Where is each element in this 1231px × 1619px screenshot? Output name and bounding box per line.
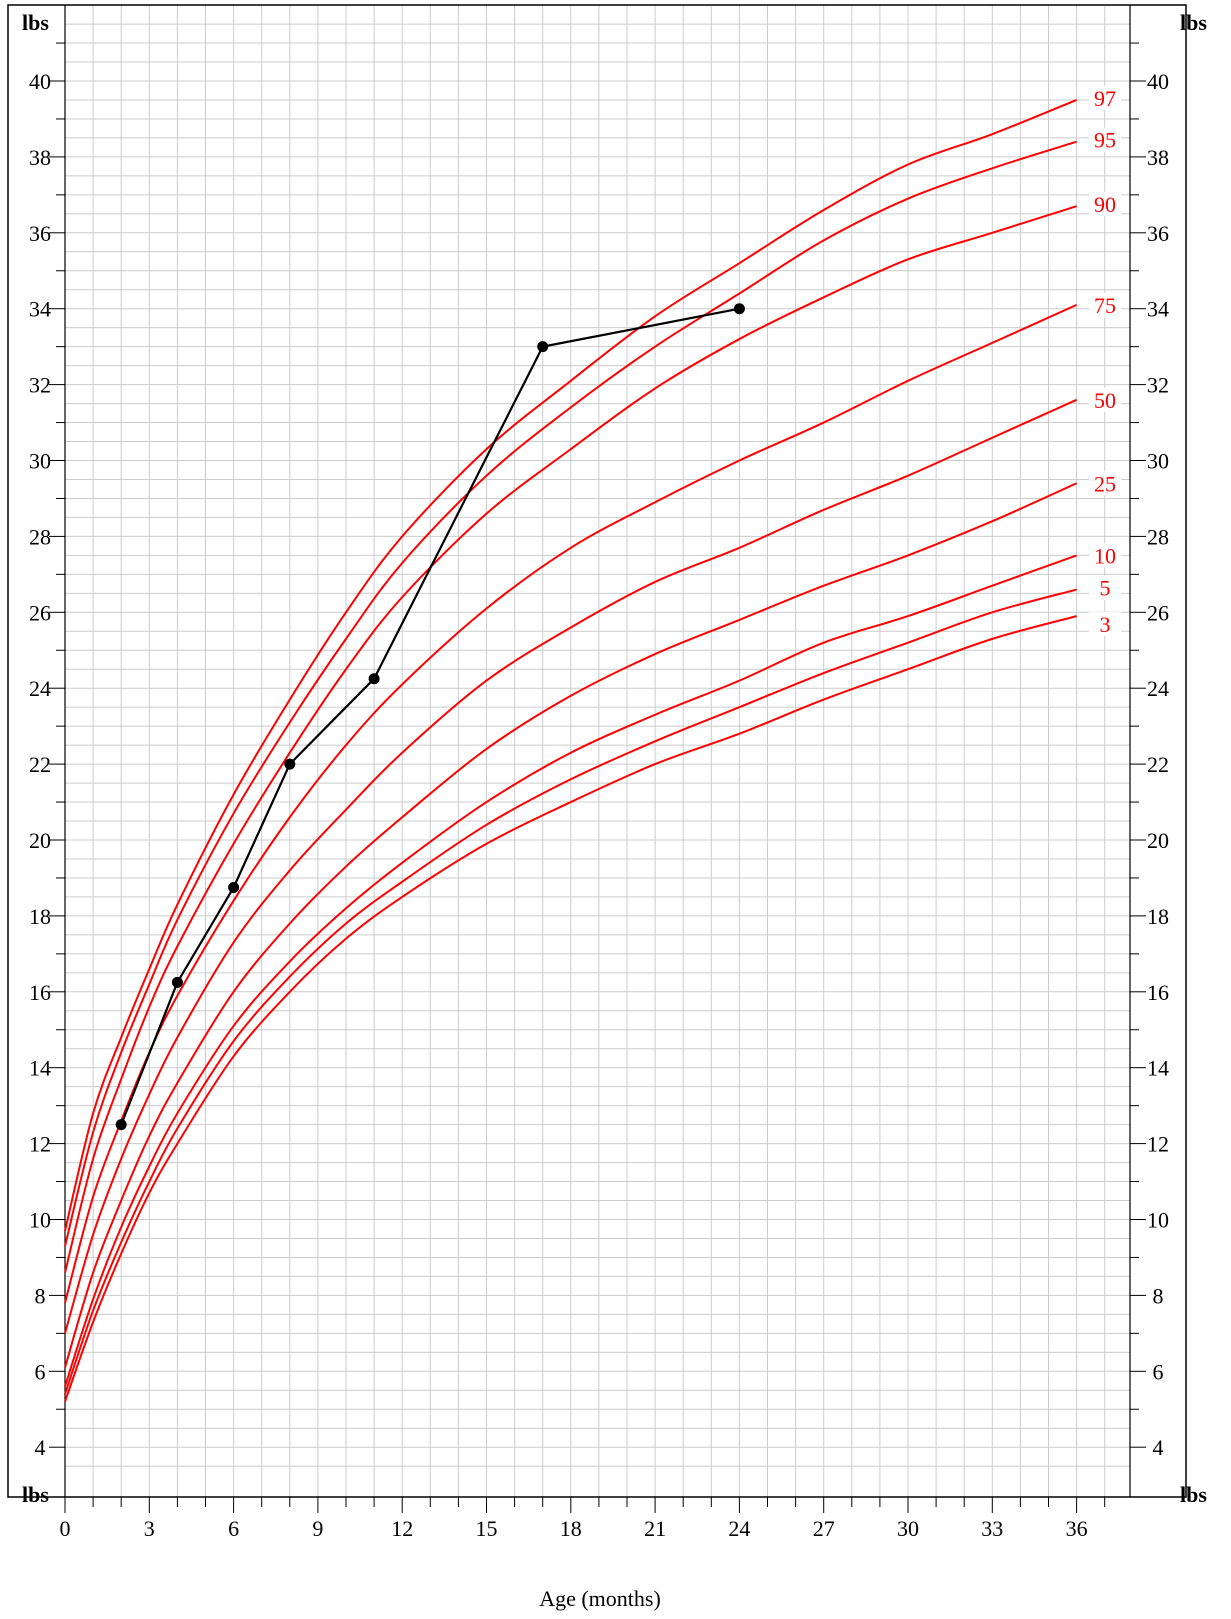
unit-label-top-right: lbs	[1180, 10, 1207, 35]
y-tick-label-left: 34	[29, 297, 51, 322]
axis-ticks	[49, 42, 1146, 1513]
y-tick-label-left: 36	[29, 221, 51, 246]
x-tick-label: 24	[728, 1516, 750, 1541]
y-tick-label-right: 16	[1147, 980, 1169, 1005]
child-data-point	[171, 976, 183, 988]
percentile-curve-25	[64, 482, 1078, 1368]
percentile-curve-90	[64, 205, 1077, 1273]
y-tick-label-left: 4	[35, 1435, 46, 1460]
percentile-label-bg-25	[1089, 471, 1121, 496]
y-tick-label-left: 8	[35, 1283, 46, 1308]
percentile-curve-50	[64, 398, 1078, 1334]
y-tick-label-right: 38	[1147, 145, 1169, 170]
y-tick-label-right: 14	[1147, 1056, 1169, 1081]
child-data-point	[733, 303, 745, 315]
y-tick-label-right: 36	[1147, 221, 1169, 246]
x-tick-label: 15	[476, 1516, 498, 1541]
x-tick-label: 3	[144, 1516, 155, 1541]
x-tick-label: 30	[897, 1516, 919, 1541]
y-tick-label-right: 6	[1153, 1359, 1164, 1384]
child-data-point	[228, 881, 240, 893]
percentile-label-95: 95	[1094, 128, 1116, 153]
unit-label-top-left: lbs	[22, 10, 49, 35]
y-tick-label-right: 26	[1147, 600, 1169, 625]
percentile-label-97: 97	[1094, 86, 1116, 111]
y-tick-label-right: 34	[1147, 297, 1169, 322]
percentile-label-25: 25	[1094, 471, 1116, 496]
x-axis-title: Age (months)	[539, 1586, 661, 1611]
y-tick-label-left: 38	[29, 145, 51, 170]
y-tick-label-right: 22	[1147, 752, 1169, 777]
y-tick-label-left: 28	[29, 524, 51, 549]
x-tick-label: 0	[60, 1516, 71, 1541]
percentile-label-bg-97	[1089, 85, 1121, 110]
percentile-label-bg-75	[1089, 292, 1121, 317]
percentile-label-bg-5	[1089, 575, 1121, 600]
percentile-label-bg-90	[1089, 192, 1121, 217]
x-tick-label: 21	[644, 1516, 666, 1541]
y-tick-label-left: 6	[35, 1359, 46, 1384]
unit-label-bottom-right: lbs	[1180, 1482, 1207, 1507]
y-tick-label-left: 26	[29, 600, 51, 625]
percentile-curves: 97 95 90 75 50 25 10 5 3	[64, 85, 1121, 1402]
y-tick-label-right: 28	[1147, 524, 1169, 549]
y-tick-label-left: 30	[29, 449, 51, 474]
percentile-label-bg-95	[1089, 127, 1121, 152]
y-tick-label-left: 18	[29, 904, 51, 929]
y-tick-label-right: 24	[1147, 676, 1169, 701]
x-tick-label: 27	[813, 1516, 835, 1541]
x-tick-label: 6	[228, 1516, 239, 1541]
child-data-point	[368, 673, 380, 685]
y-tick-label-left: 16	[29, 980, 51, 1005]
y-tick-label-left: 24	[29, 676, 51, 701]
y-tick-label-right: 10	[1147, 1208, 1169, 1233]
x-tick-label: 18	[560, 1516, 582, 1541]
percentile-label-10: 10	[1094, 543, 1116, 568]
y-tick-label-right: 8	[1153, 1283, 1164, 1308]
y-tick-label-right: 4	[1153, 1435, 1164, 1460]
percentile-curve-5	[64, 588, 1077, 1395]
plot-frame	[7, 4, 1187, 1498]
y-tick-label-left: 32	[29, 373, 51, 398]
x-tick-label: 36	[1066, 1516, 1088, 1541]
y-tick-label-left: 20	[29, 828, 51, 853]
y-tick-label-right: 40	[1147, 69, 1169, 94]
y-tick-label-left: 40	[29, 69, 51, 94]
percentile-label-bg-10	[1089, 543, 1121, 568]
y-tick-label-left: 10	[29, 1208, 51, 1233]
percentile-label-75: 75	[1094, 293, 1116, 318]
x-tick-label: 9	[312, 1516, 323, 1541]
y-tick-label-left: 22	[29, 752, 51, 777]
percentile-label-90: 90	[1094, 192, 1116, 217]
percentile-label-5: 5	[1100, 576, 1111, 601]
y-tick-label-left: 12	[29, 1132, 51, 1157]
child-measurements	[115, 303, 745, 1131]
percentile-curve-3	[64, 615, 1077, 1402]
y-tick-label-right: 32	[1147, 373, 1169, 398]
child-data-point	[284, 758, 296, 770]
y-tick-label-right: 20	[1147, 828, 1169, 853]
x-tick-label: 33	[981, 1516, 1003, 1541]
x-tick-label: 12	[391, 1516, 413, 1541]
axis-labels: 4 4 6 6 8 8 10 10 12 12 14 14 16 16 18 18 20 20 22 22 24 24 26…	[29, 69, 1169, 1541]
percentile-label-bg-50	[1089, 387, 1121, 412]
y-tick-label-right: 12	[1147, 1132, 1169, 1157]
percentile-curve-97	[64, 99, 1077, 1232]
percentile-curve-95	[64, 140, 1077, 1247]
percentile-label-3: 3	[1100, 612, 1111, 637]
grid	[64, 4, 1130, 1497]
child-data-point	[115, 1119, 127, 1131]
percentile-label-bg-3	[1089, 612, 1121, 637]
unit-label-bottom-left: lbs	[22, 1482, 49, 1507]
y-tick-label-right: 30	[1147, 449, 1169, 474]
percentile-curve-10	[64, 554, 1077, 1387]
y-tick-label-right: 18	[1147, 904, 1169, 929]
percentile-label-50: 50	[1094, 388, 1116, 413]
outer-frame	[7, 4, 1187, 1498]
child-data-point	[537, 341, 549, 353]
y-tick-label-left: 14	[29, 1056, 51, 1081]
